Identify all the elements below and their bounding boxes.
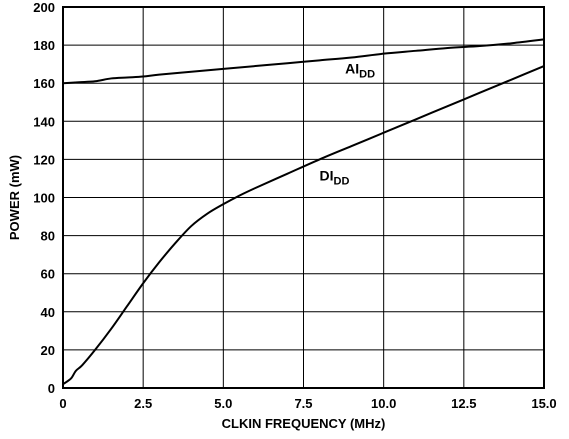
x-tick-label: 15.0 <box>531 396 556 411</box>
y-tick-label: 0 <box>48 381 55 396</box>
series-line-didd <box>62 65 545 386</box>
x-tick-label: 2.5 <box>134 396 152 411</box>
y-tick-label: 60 <box>41 267 55 282</box>
plot-frame <box>62 6 545 389</box>
y-tick-label: 40 <box>41 305 55 320</box>
series-label-main: DI <box>320 167 334 183</box>
y-tick-label: 180 <box>33 38 55 53</box>
series-label-sub: DD <box>359 69 375 81</box>
series-label-sub: DD <box>334 175 350 187</box>
y-tick-label: 80 <box>41 229 55 244</box>
x-tick-label: 0 <box>59 396 66 411</box>
y-tick-label: 20 <box>41 343 55 358</box>
x-tick-label: 10.0 <box>371 396 396 411</box>
y-tick-label: 140 <box>33 114 55 129</box>
y-tick-label: 120 <box>33 152 55 167</box>
series-label-aidd: AIDD <box>345 61 375 81</box>
x-tick-label: 7.5 <box>294 396 312 411</box>
grid-lines <box>62 6 545 389</box>
series-label-didd: DIDD <box>320 167 350 187</box>
series-label-main: AI <box>345 61 359 77</box>
series-line-aidd <box>62 38 545 85</box>
y-tick-label: 100 <box>33 191 55 206</box>
tick-labels: 0 2.5 5.0 7.5 10.0 12.5 15.0 0 20 40 60 80 100 120 140… <box>33 0 556 411</box>
x-tick-label: 12.5 <box>451 396 476 411</box>
y-tick-label: 200 <box>33 0 55 15</box>
x-tick-label: 5.0 <box>214 396 232 411</box>
y-axis-title: POWER (mW) <box>7 155 22 240</box>
x-axis-title: CLKIN FREQUENCY (MHz) <box>222 416 386 431</box>
series-lines <box>62 38 545 386</box>
y-tick-label: 160 <box>33 76 55 91</box>
